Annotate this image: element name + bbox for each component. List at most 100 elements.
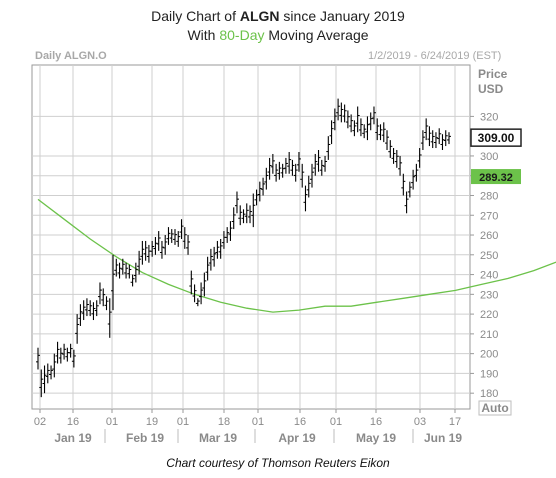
price-bar <box>84 298 89 317</box>
price-bar <box>186 235 191 255</box>
price-bar <box>153 237 158 255</box>
y-tick-label: 260 <box>480 230 498 242</box>
price-bar <box>316 150 321 172</box>
month-label: Mar 19 <box>199 431 237 445</box>
price-bar <box>159 240 164 259</box>
y-axis: 1801902002102202302402502602702802903003… <box>470 111 498 400</box>
price-bar <box>290 159 295 176</box>
y-tick-label: 300 <box>480 151 498 163</box>
price-bar <box>124 262 129 279</box>
price-bar <box>225 227 230 243</box>
x-tick-label: 16 <box>370 416 382 428</box>
price-bar <box>176 231 181 247</box>
price-bar <box>45 363 50 384</box>
x-tick-label: 16 <box>67 416 79 428</box>
price-bar <box>39 369 44 398</box>
price-bar <box>62 343 67 360</box>
price-bar <box>339 102 344 123</box>
price-bar <box>381 122 386 143</box>
last-price-box <box>470 128 522 147</box>
x-tick-label: 16 <box>294 416 306 428</box>
price-bar <box>133 262 138 283</box>
y-tick-label: 210 <box>480 329 498 341</box>
y-tick-label: 180 <box>480 388 498 400</box>
price-bar <box>127 264 132 279</box>
price-bar <box>394 150 399 168</box>
x-tick-label: 03 <box>414 416 426 428</box>
price-bar <box>195 298 200 307</box>
price-bar <box>378 124 383 141</box>
month-label: Jan 19 <box>54 431 92 445</box>
y-tick-label: 270 <box>480 210 498 222</box>
auto-scale-label: Auto <box>481 401 508 415</box>
month-label: May 19 <box>356 431 396 445</box>
price-bar <box>300 163 305 188</box>
price-bar <box>71 349 76 368</box>
chart-credit: Chart courtesy of Thomson Reuters Eikon <box>166 456 390 470</box>
price-bar <box>430 130 435 149</box>
x-tick-label: 01 <box>252 416 264 428</box>
auto-scale-button[interactable] <box>478 400 512 416</box>
moving-average-line <box>37 198 556 313</box>
price-bar <box>208 248 213 271</box>
price-bar <box>150 240 155 257</box>
price-bar <box>248 205 253 224</box>
price-bar <box>179 219 184 239</box>
price-bar <box>287 151 292 174</box>
price-bar <box>75 314 80 344</box>
price-bar <box>117 262 122 279</box>
x-tick-label: 02 <box>34 416 46 428</box>
price-bar <box>443 130 448 147</box>
price-bar <box>251 193 256 228</box>
price-bars <box>36 98 451 398</box>
price-bar <box>296 151 301 172</box>
price-bar <box>58 347 63 364</box>
chart-subtitle: With 80-Day Moving Average <box>187 27 369 43</box>
price-bar <box>101 288 106 307</box>
price-bar <box>55 341 60 364</box>
price-bar <box>437 128 442 145</box>
last-price-label: 309.00 <box>478 131 515 145</box>
price-bar <box>319 159 324 176</box>
price-bar <box>433 132 438 149</box>
price-bar <box>447 132 451 145</box>
price-bar <box>401 173 406 196</box>
chart-title: Daily Chart of ALGN since January 2019 <box>151 8 405 24</box>
price-bar <box>163 235 168 255</box>
price-bar <box>313 153 318 176</box>
plot-area <box>31 64 471 410</box>
price-bar <box>192 284 197 303</box>
price-bar <box>358 118 363 137</box>
y-tick-label: 280 <box>480 190 498 202</box>
price-bar <box>199 282 204 305</box>
price-bar <box>228 221 233 241</box>
price-bar <box>97 282 102 305</box>
price-bar <box>385 130 390 151</box>
y-tick-label: 220 <box>480 309 498 321</box>
price-bar <box>323 155 328 172</box>
price-bar <box>310 163 314 188</box>
price-bar <box>36 347 40 370</box>
price-bar <box>306 175 311 198</box>
price-bar <box>91 302 96 321</box>
price-bar <box>94 300 99 317</box>
price-bar <box>414 163 419 182</box>
y-tick-label: 230 <box>480 289 498 301</box>
price-bar <box>424 118 429 141</box>
x-tick-label: 19 <box>146 416 158 428</box>
x-tick-label: 01 <box>177 416 189 428</box>
price-bar <box>388 140 393 158</box>
price-bar <box>88 300 93 317</box>
date-range-label: 1/2/2019 - 6/24/2019 (EST) <box>368 50 502 62</box>
price-bar <box>202 272 207 297</box>
price-bar <box>440 134 445 151</box>
price-bar <box>257 181 262 202</box>
y-tick-label: 200 <box>480 349 498 361</box>
price-bar <box>104 296 109 311</box>
price-bar <box>303 185 308 212</box>
price-bar <box>267 157 272 180</box>
price-bar <box>78 304 83 326</box>
price-bar <box>274 163 279 182</box>
price-bar <box>345 110 350 129</box>
price-bar <box>254 189 259 206</box>
